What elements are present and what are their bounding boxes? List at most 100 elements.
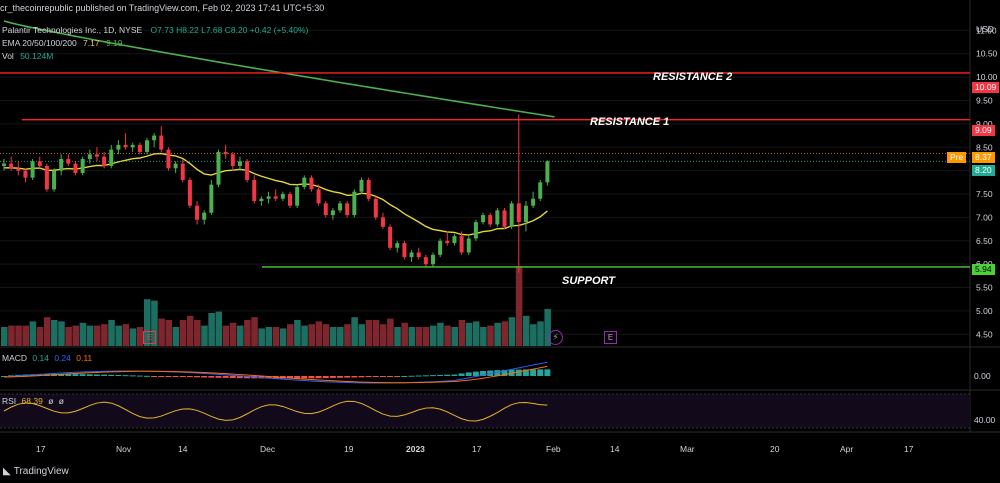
price-axis[interactable]: 11.0010.5010.009.509.008.508.007.507.006… — [976, 25, 998, 339]
volume-bar — [86, 325, 94, 346]
macd-histogram-bar — [294, 376, 301, 379]
pre-market-label: Pre — [947, 152, 967, 163]
volume-bar — [294, 320, 301, 346]
candle-body — [423, 257, 428, 265]
ema-legend[interactable]: EMA 20/50/100/200 7.17 9.19 — [2, 38, 123, 48]
candle-body — [416, 252, 421, 258]
candle-body — [187, 180, 192, 206]
time-axis-label: 19 — [344, 444, 354, 454]
macd-histogram-bar — [372, 376, 379, 377]
candle-body — [502, 210, 507, 227]
candle-body — [245, 161, 250, 180]
time-axis-label: 20 — [770, 444, 780, 454]
macd-histogram-bar — [58, 373, 65, 376]
volume-bar — [465, 322, 473, 346]
macd-label: MACD — [2, 353, 28, 363]
rsi-panel — [0, 393, 970, 429]
time-axis-label: 17 — [36, 444, 46, 454]
volume-bar — [472, 321, 480, 346]
ohlc-values: O7.73 H8.22 L7.68 C8.20 +0.42 (+5.40%) — [150, 25, 309, 35]
symbol-legend[interactable]: Palantir Technologies Inc., 1D, NYSE O7.… — [2, 25, 308, 35]
price-tick-label: 7.50 — [976, 189, 993, 199]
candle-body — [366, 180, 371, 199]
volume-bar — [372, 320, 380, 346]
macd-histogram-bar — [208, 376, 215, 378]
volume-bar — [358, 324, 366, 346]
candle-body — [137, 144, 142, 152]
macd-histogram-bar — [444, 374, 451, 376]
time-axis-label: 17 — [904, 444, 914, 454]
macd-histogram-bar — [93, 374, 100, 376]
volume-bar — [108, 320, 115, 346]
volume-bar — [480, 327, 487, 346]
macd-histogram-bar — [108, 374, 115, 376]
macd-histogram-bar — [201, 376, 208, 378]
macd-histogram-bar — [122, 375, 129, 377]
lightning-event-icon[interactable]: ⚡ — [548, 330, 563, 345]
candle-body — [495, 210, 500, 225]
macd-histogram-bar — [1, 376, 7, 377]
candle-body — [438, 240, 443, 255]
volume-bar — [43, 317, 51, 346]
candle-body — [531, 198, 536, 206]
earnings-badge-past[interactable]: E — [143, 331, 156, 344]
volume-bar — [351, 317, 358, 346]
macd-histogram-bar — [379, 376, 386, 377]
candle-body — [352, 191, 357, 216]
resistance2-price-tag: 10.09 — [972, 82, 1000, 93]
macd-value-2: 0.24 — [54, 353, 71, 363]
macd-histogram-bar — [287, 376, 293, 379]
volume-bar — [1, 327, 8, 346]
volume-bar — [508, 317, 516, 346]
candle-body — [323, 203, 328, 216]
volume-bar — [301, 325, 308, 346]
volume-bar — [144, 299, 151, 346]
volume-bar — [186, 315, 194, 346]
candle-body — [202, 212, 207, 220]
candle-body — [516, 203, 521, 223]
macd-histogram-bar — [101, 374, 108, 376]
candle-body — [402, 243, 407, 258]
rsi-legend[interactable]: RSI 68.39 ø ø — [2, 396, 64, 406]
earnings-badge-upcoming[interactable]: E — [604, 331, 617, 344]
candle-body — [481, 215, 486, 223]
macd-histogram-bar — [236, 376, 243, 379]
time-axis-label: Dec — [260, 444, 276, 454]
vol-label: Vol — [2, 51, 14, 61]
macd-legend[interactable]: MACD 0.14 0.24 0.11 — [2, 353, 92, 363]
price-tick-label: 11.00 — [976, 25, 997, 35]
volume-legend[interactable]: Vol 50.124M — [2, 51, 53, 61]
volume-bar — [322, 324, 330, 346]
volume-bar — [287, 324, 294, 346]
volume-bar — [222, 325, 230, 346]
price-tick-label: 5.50 — [976, 283, 993, 293]
rsi-extra-1: ø — [48, 396, 54, 406]
macd-histogram-bar — [244, 376, 251, 379]
candle-body — [180, 163, 185, 180]
volume-bar — [251, 317, 258, 346]
macd-histogram-bar — [229, 376, 236, 379]
tradingview-logo[interactable]: ◣ TradingView — [3, 466, 69, 477]
candle-body — [145, 140, 149, 152]
candle-body — [316, 189, 321, 204]
candle-body — [431, 254, 435, 265]
candle-body — [273, 196, 278, 199]
macd-histogram-bar — [165, 376, 172, 377]
horizontal-levels[interactable] — [0, 72, 970, 268]
macd-histogram-bar — [144, 375, 150, 377]
macd-histogram-bar — [129, 375, 136, 377]
rsi-band — [0, 394, 970, 428]
volume-bar — [229, 322, 237, 346]
macd-histogram-bar — [437, 374, 444, 376]
volume-bar — [194, 320, 201, 346]
candle-body — [52, 170, 57, 190]
resistance2-annotation: RESISTANCE 2 — [653, 71, 733, 83]
macd-histogram-bar — [308, 376, 315, 379]
volume-bars — [1, 266, 551, 346]
ema-value-200: 9.19 — [105, 38, 123, 48]
volume-bar — [101, 324, 108, 346]
candle-body — [173, 163, 178, 169]
candle-body — [80, 158, 85, 173]
